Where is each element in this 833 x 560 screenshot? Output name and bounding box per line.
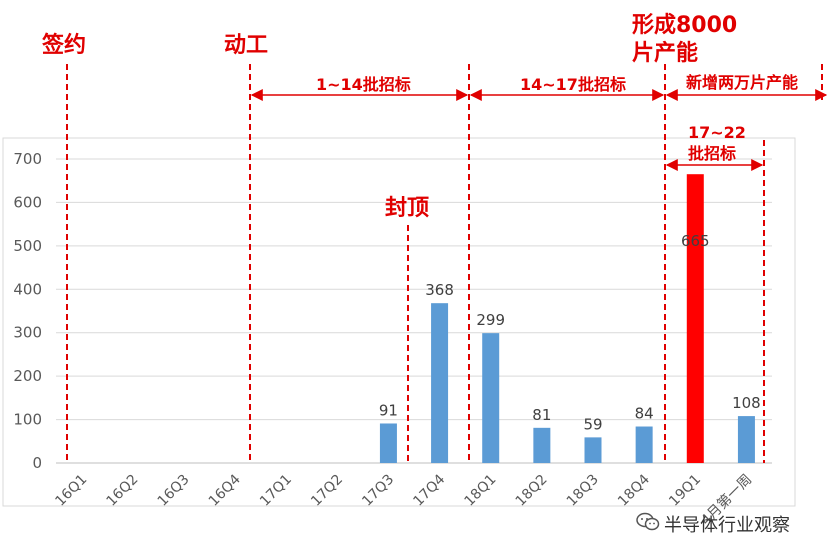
sign-label: 签约 <box>41 32 86 58</box>
phase1-label: 1~14批招标 <box>316 75 411 94</box>
phase3-label: 新增两万片产能 <box>686 73 798 92</box>
y-tick-label: 600 <box>13 193 42 211</box>
bar-17Q3 <box>379 423 397 463</box>
phase-arrows <box>250 89 828 171</box>
data-label: 368 <box>425 281 454 299</box>
y-tick-label: 400 <box>13 280 42 298</box>
y-tick-label: 200 <box>13 367 42 385</box>
start-label: 动工 <box>224 33 268 58</box>
topping-out-label: 封顶 <box>385 196 429 221</box>
bar-18Q1 <box>482 333 500 463</box>
bars <box>379 174 755 463</box>
data-label: 84 <box>635 405 654 423</box>
y-tick-label: 300 <box>13 324 42 342</box>
phase4-label-line2: 批招标 <box>688 144 736 163</box>
bar-18Q3 <box>584 437 602 463</box>
y-axis-ticks: 0 100 200 300 400 500 600 700 <box>13 150 42 472</box>
wechat-icon <box>636 512 660 537</box>
bar-18Q2 <box>533 427 551 463</box>
data-label: 299 <box>476 311 505 329</box>
y-tick-label: 100 <box>13 411 42 429</box>
bar-18Q4 <box>635 426 653 463</box>
data-label: 665 <box>681 232 710 250</box>
watermark: 半导体行业观察 <box>636 511 790 537</box>
bar-17Q4 <box>431 303 449 463</box>
y-tick-label: 500 <box>13 237 42 255</box>
data-label: 108 <box>732 394 761 412</box>
phase2-label: 14~17批招标 <box>520 75 626 94</box>
y-tick-label: 0 <box>32 454 42 472</box>
data-labels: 91 368 299 81 59 84 665 108 <box>379 232 761 433</box>
y-tick-label: 700 <box>13 150 42 168</box>
phase4-label-line1: 17~22 <box>688 123 746 142</box>
data-label: 91 <box>379 401 398 419</box>
capacity-label-line1: 形成8000 <box>632 13 737 38</box>
bar-4月第一周 <box>737 416 755 463</box>
data-label: 59 <box>583 415 602 433</box>
gridlines <box>56 158 772 464</box>
capacity-label-line2: 片产能 <box>632 40 698 66</box>
plot-area <box>2 137 796 507</box>
data-label: 81 <box>532 406 551 424</box>
watermark-text: 半导体行业观察 <box>664 515 790 536</box>
bar-19Q1 <box>686 174 704 463</box>
